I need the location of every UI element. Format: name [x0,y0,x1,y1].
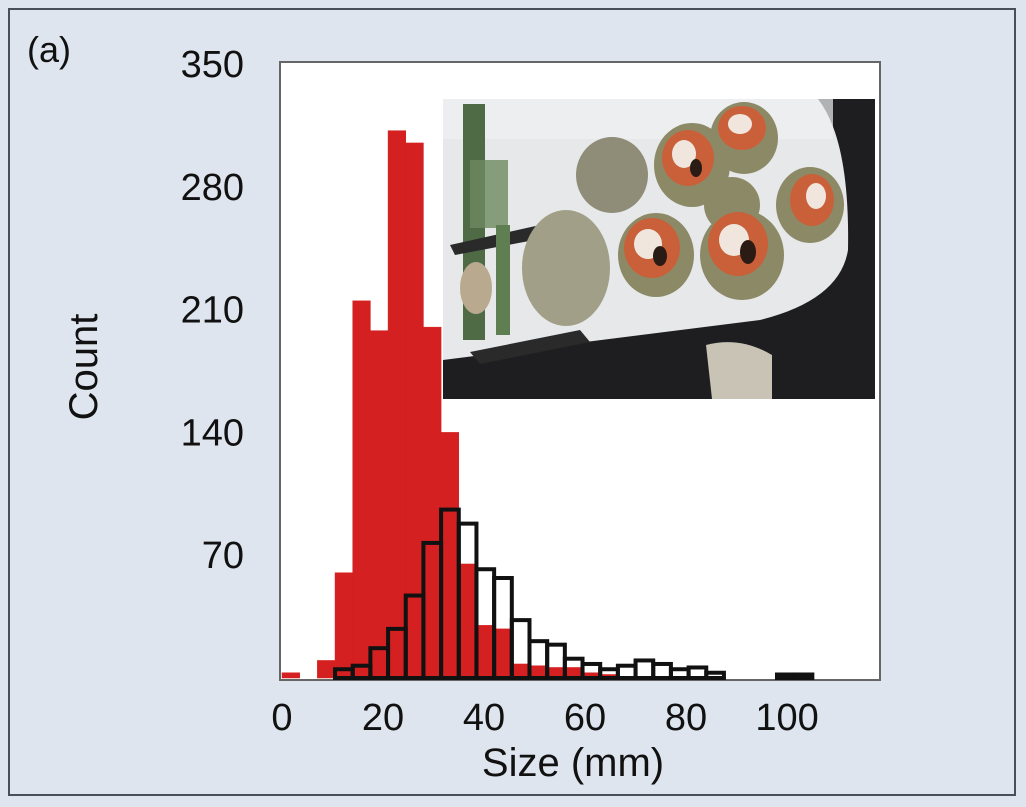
x-tick-label: 100 [755,697,818,739]
x-tick-label: 60 [564,697,606,739]
red-bar-6 [405,142,424,679]
red-bar-3 [352,300,371,679]
red-bar-11 [493,628,513,679]
x-tick-labels: 0 20 40 60 80 100 [271,697,818,739]
red-bar-5 [387,130,406,679]
y-tick-label: 280 [181,167,244,209]
red-bar-0 [281,672,300,679]
outline-bar-23 [792,672,815,681]
panel-label: (a) [27,29,71,70]
x-tick-label: 40 [463,697,505,739]
y-tick-label: 210 [181,290,244,332]
x-axis-label: Size (mm) [482,741,664,785]
outline-series [333,507,815,681]
red-bar-2 [334,572,353,679]
shellfish-photo-icon [443,99,875,399]
x-tick-label: 20 [362,697,404,739]
x-tick-label: 80 [665,697,707,739]
outline-bar-21 [704,670,726,680]
y-tick-labels: 70 140 210 280 350 [181,44,244,577]
y-axis-label: Count [62,314,106,421]
y-tick-label: 70 [202,535,244,577]
red-series [281,130,619,679]
red-bar-9 [458,563,477,679]
x-tick-label: 0 [271,697,292,739]
y-tick-label: 350 [181,44,244,86]
red-bar-7 [423,326,442,679]
red-bar-12 [511,663,530,679]
red-bar-4 [370,330,389,679]
red-bar-8 [440,432,460,679]
y-tick-label: 140 [181,412,244,454]
red-bar-10 [476,625,495,679]
red-bar-1 [317,660,336,679]
outline-bar-22 [774,672,797,681]
